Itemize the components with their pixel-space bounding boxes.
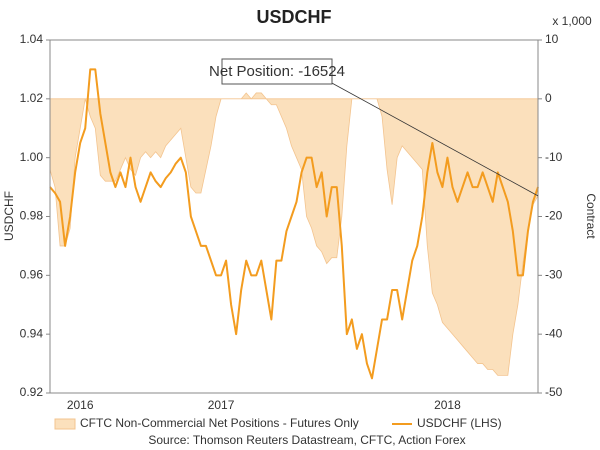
legend-swatch [54, 418, 76, 430]
y2-tick-label: 0 [545, 91, 552, 105]
source: Source: Thomson Reuters Datastream, CFTC… [148, 433, 465, 447]
y-tick-label: 0.96 [20, 268, 44, 282]
area [49, 92, 539, 376]
y-tick-label: 0.92 [20, 385, 44, 399]
legend-label: USDCHF (LHS) [417, 416, 502, 430]
y2-tick-label: -10 [545, 150, 563, 164]
y-tick-label: 1.02 [20, 91, 44, 105]
y-tick-label: 0.98 [20, 209, 44, 223]
y-tick-label: 0.94 [20, 326, 44, 340]
y-tick-label: 1.04 [20, 32, 44, 46]
x-tick-label: 2017 [208, 398, 235, 412]
x-tick-label: 2016 [67, 398, 94, 412]
chart-title: USDCHF [257, 7, 332, 27]
annotation-leader [329, 81, 539, 197]
line [49, 68, 539, 380]
x-tick-label: 2018 [434, 398, 461, 412]
legend-label: CFTC Non-Commercial Net Positions - Futu… [80, 416, 359, 430]
y-tick-label: 1.00 [20, 150, 44, 164]
annotation-box [221, 58, 333, 85]
y2-tick-label: -30 [545, 268, 563, 282]
annotation: Net Position: -16524 [209, 63, 345, 80]
y-axis-label: USDCHF [2, 191, 16, 241]
y2-tick-label: -40 [545, 326, 563, 340]
y2-unit: x 1,000 [552, 14, 592, 28]
y2-tick-label: -20 [545, 209, 563, 223]
y2-tick-label: -50 [545, 385, 563, 399]
y2-axis-label: Contract [584, 193, 598, 239]
y2-tick-label: 10 [545, 32, 559, 46]
